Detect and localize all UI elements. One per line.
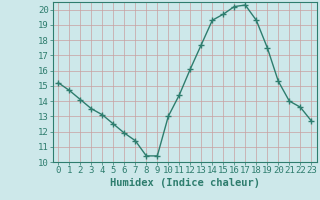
X-axis label: Humidex (Indice chaleur): Humidex (Indice chaleur): [110, 178, 260, 188]
